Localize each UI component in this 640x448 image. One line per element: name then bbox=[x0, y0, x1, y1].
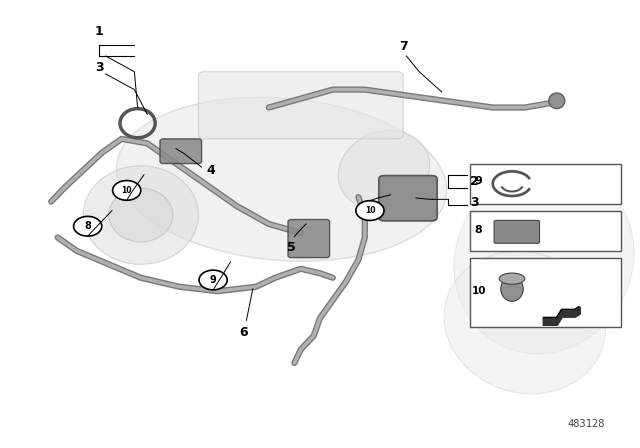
Text: 2: 2 bbox=[470, 175, 479, 188]
FancyBboxPatch shape bbox=[470, 258, 621, 327]
Text: 6: 6 bbox=[239, 326, 248, 339]
Circle shape bbox=[199, 270, 227, 290]
Text: 1: 1 bbox=[95, 25, 104, 38]
Text: 9: 9 bbox=[210, 275, 216, 285]
Text: 5: 5 bbox=[287, 241, 296, 254]
FancyBboxPatch shape bbox=[494, 220, 540, 243]
Text: 8: 8 bbox=[84, 221, 91, 231]
Ellipse shape bbox=[116, 97, 447, 261]
Text: 10: 10 bbox=[122, 186, 132, 195]
Circle shape bbox=[74, 216, 102, 236]
Text: 483128: 483128 bbox=[567, 419, 605, 429]
Ellipse shape bbox=[501, 277, 524, 302]
Text: 4: 4 bbox=[206, 164, 215, 177]
Text: 9: 9 bbox=[475, 177, 483, 186]
Circle shape bbox=[113, 181, 141, 200]
Text: 10: 10 bbox=[472, 286, 486, 296]
Text: 3: 3 bbox=[470, 196, 479, 209]
FancyBboxPatch shape bbox=[470, 164, 621, 204]
FancyBboxPatch shape bbox=[379, 176, 437, 221]
Ellipse shape bbox=[499, 273, 525, 284]
Text: 10: 10 bbox=[365, 206, 375, 215]
FancyBboxPatch shape bbox=[470, 211, 621, 251]
Ellipse shape bbox=[548, 93, 564, 109]
Ellipse shape bbox=[444, 251, 605, 394]
FancyBboxPatch shape bbox=[160, 139, 202, 164]
Ellipse shape bbox=[338, 130, 430, 210]
Ellipse shape bbox=[454, 166, 634, 354]
FancyBboxPatch shape bbox=[288, 220, 330, 258]
FancyBboxPatch shape bbox=[198, 72, 403, 139]
Text: 8: 8 bbox=[475, 225, 483, 235]
Circle shape bbox=[356, 201, 384, 220]
Ellipse shape bbox=[83, 166, 198, 264]
Text: 7: 7 bbox=[399, 40, 408, 53]
Text: 3: 3 bbox=[95, 61, 104, 74]
Ellipse shape bbox=[109, 188, 173, 242]
